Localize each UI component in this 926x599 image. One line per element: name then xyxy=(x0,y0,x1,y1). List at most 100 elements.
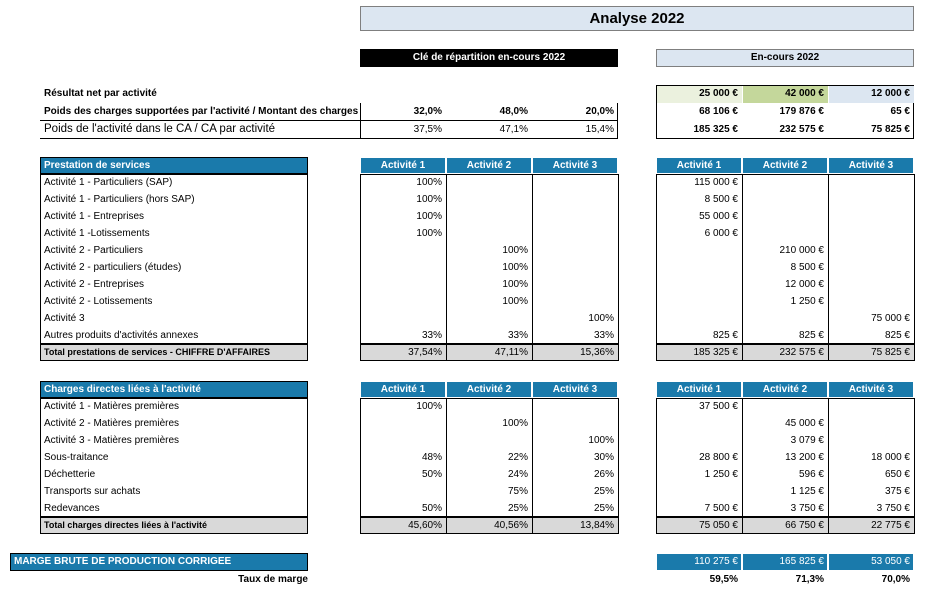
summary-ratio: 37,5% xyxy=(413,124,442,135)
ratio-cell: 50% xyxy=(421,502,442,514)
total-ratio: 37,54% xyxy=(408,346,442,358)
summary-amount: 75 825 € xyxy=(871,124,910,135)
row-label: Activité 2 - Particuliers xyxy=(44,244,143,256)
amount-cell: 7 500 € xyxy=(704,502,738,514)
ratio-cell: 100% xyxy=(502,295,528,307)
gross-margin-cell xyxy=(656,553,742,571)
amount-cell: 1 250 € xyxy=(790,295,824,307)
total-amount: 185 325 € xyxy=(693,346,739,358)
total-amount: 22 775 € xyxy=(871,519,910,531)
total-label: Total prestations de services - CHIFFRE … xyxy=(44,347,271,357)
ratio-cell: 25% xyxy=(593,485,614,497)
column-header-cell xyxy=(360,157,446,174)
summary-label: Poids des charges supportées par l'activ… xyxy=(44,106,359,117)
row-label: Activité 2 - Entreprises xyxy=(44,278,145,290)
summary-label: Poids de l'activité dans le CA / CA par … xyxy=(44,123,276,136)
row-label: Transports sur achats xyxy=(44,485,141,497)
row-label: Sous-traitance xyxy=(44,451,109,463)
amount-cell: 3 079 € xyxy=(790,434,824,446)
amount-cell: 6 000 € xyxy=(704,227,738,239)
row-label: Activité 2 - Matières premières xyxy=(44,417,180,429)
column-header: Activité 1 xyxy=(380,383,426,395)
section-header-cell xyxy=(40,381,308,398)
column-header-cell xyxy=(446,157,532,174)
gross-margin-cell xyxy=(828,553,914,571)
section-header-cell xyxy=(40,157,308,174)
ratio-cell: 100% xyxy=(416,193,442,205)
row-label: Autres produits d'activités annexes xyxy=(44,329,199,341)
ratio-cell: 100% xyxy=(416,400,442,412)
ratio-cell: 33% xyxy=(507,329,528,341)
ratio-cell: 100% xyxy=(502,278,528,290)
label-column xyxy=(40,174,308,344)
summary-ratio: 20,0% xyxy=(585,106,614,117)
section-header: Charges directes liées à l'activité xyxy=(44,383,201,395)
summary-ratio: 47,1% xyxy=(499,124,528,135)
ratio-cell: 100% xyxy=(502,261,528,273)
margin-rate-value: 59,5% xyxy=(709,574,738,585)
column-header: Activité 2 xyxy=(466,383,512,395)
total-amount: 232 575 € xyxy=(779,346,825,358)
margin-rate-label: Taux de marge xyxy=(238,574,308,585)
summary-amount: 68 106 € xyxy=(699,106,738,117)
label-column xyxy=(40,398,308,517)
column-header: Activité 3 xyxy=(848,159,894,171)
row-label: Activité 1 - Particuliers (SAP) xyxy=(44,176,173,188)
total-cell xyxy=(828,517,915,534)
column-header: Activité 2 xyxy=(762,383,808,395)
amount-cell: 12 000 € xyxy=(785,278,824,290)
ratio-cell: 25% xyxy=(507,502,528,514)
ratio-cell: 100% xyxy=(588,312,614,324)
column-header-cell xyxy=(828,157,914,174)
ratio-header: Clé de répartition en-cours 2022 xyxy=(412,52,566,63)
total-label: Total charges directes liées à l'activit… xyxy=(44,520,208,530)
summary-amount: 179 876 € xyxy=(779,106,825,117)
row-label: Activité 2 - Lotissements xyxy=(44,295,153,307)
amount-cell: 37 500 € xyxy=(699,400,738,412)
column-header: Activité 1 xyxy=(676,383,722,395)
title: Analyse 2022 xyxy=(589,10,685,27)
ratio-cell: 30% xyxy=(593,451,614,463)
row-label: Déchetterie xyxy=(44,468,96,480)
summary-amount: 232 575 € xyxy=(779,124,825,135)
ratio-cell: 100% xyxy=(416,227,442,239)
column-header: Activité 3 xyxy=(552,383,598,395)
column-header-cell xyxy=(532,381,618,398)
ratio-cell: 25% xyxy=(593,502,614,514)
amount-header-box xyxy=(656,49,914,67)
summary-ratio: 15,4% xyxy=(585,124,614,135)
amount-cell: 28 800 € xyxy=(699,451,738,463)
value-column xyxy=(828,174,915,344)
value-column xyxy=(532,174,619,344)
amount-cell: 75 000 € xyxy=(871,312,910,324)
row-label: Activité 3 xyxy=(44,312,85,324)
column-header-cell xyxy=(742,157,828,174)
column-header: Activité 2 xyxy=(762,159,808,171)
total-amount: 75 825 € xyxy=(871,346,910,358)
summary-ratio: 48,0% xyxy=(499,106,528,117)
gross-margin-cell xyxy=(742,553,828,571)
margin-rate-value: 71,3% xyxy=(795,574,824,585)
amount-cell: 1 125 € xyxy=(790,485,824,497)
column-header-cell xyxy=(656,157,742,174)
amount-cell: 825 € xyxy=(884,329,910,341)
total-label-cell xyxy=(40,517,308,534)
summary-amount: 42 000 € xyxy=(785,88,824,99)
gross-margin-amount: 53 050 € xyxy=(871,556,910,567)
column-header: Activité 3 xyxy=(848,383,894,395)
summary-amount: 12 000 € xyxy=(871,88,910,99)
ratio-cell: 50% xyxy=(421,468,442,480)
column-header-cell xyxy=(656,381,742,398)
amount-cell: 650 € xyxy=(884,468,910,480)
summary-highlight xyxy=(829,86,914,103)
row-label: Activité 1 - Particuliers (hors SAP) xyxy=(44,193,195,205)
gross-margin-amount: 110 275 € xyxy=(694,556,738,567)
total-ratio: 40,56% xyxy=(494,519,528,531)
gross-margin-label: MARGE BRUTE DE PRODUCTION CORRIGEE xyxy=(14,556,232,567)
column-header: Activité 1 xyxy=(380,159,426,171)
amount-cell: 18 000 € xyxy=(871,451,910,463)
section-header: Prestation de services xyxy=(44,159,151,171)
amount-cell: 55 000 € xyxy=(699,210,738,222)
summary-amount: 65 € xyxy=(890,106,910,117)
